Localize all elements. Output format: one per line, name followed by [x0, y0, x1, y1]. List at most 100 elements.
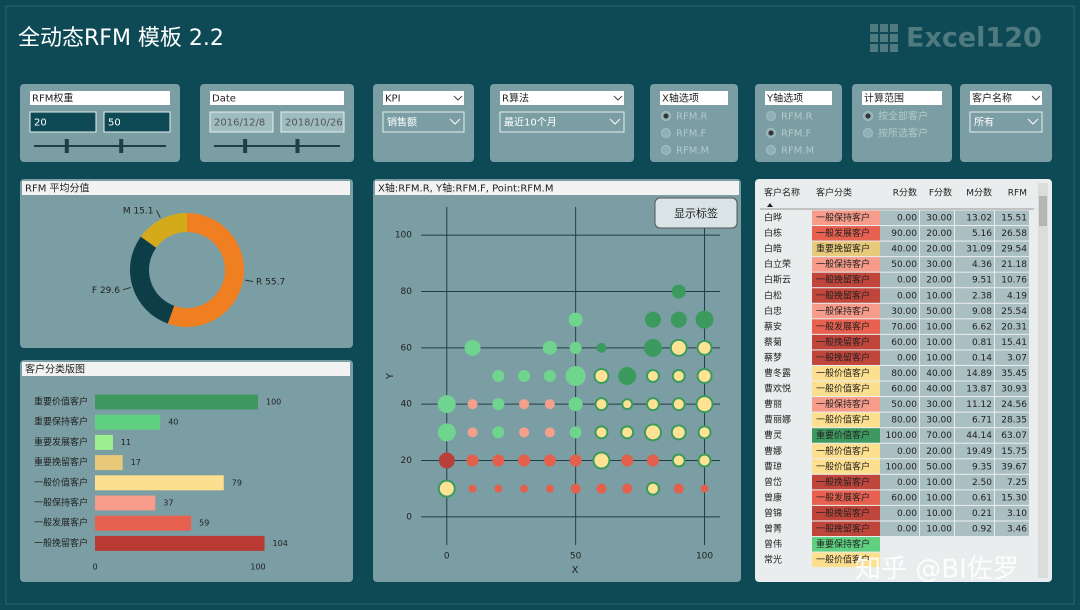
- point: [643, 423, 662, 442]
- cell: 0.00: [897, 509, 917, 519]
- point: [596, 342, 607, 353]
- point: [643, 338, 662, 357]
- cell: 一般挽留客户: [816, 476, 870, 488]
- cell: 39.67: [1001, 462, 1027, 472]
- radio-dot: [663, 113, 669, 119]
- scrollbar[interactable]: [1038, 183, 1048, 578]
- point: [542, 340, 557, 355]
- scrollbar-thumb[interactable]: [1039, 196, 1047, 226]
- range-input[interactable]: [103, 111, 171, 133]
- score-cell: [955, 412, 994, 428]
- range-input[interactable]: [29, 111, 97, 133]
- x-tick-label: 100: [250, 563, 265, 572]
- score-cell: [920, 490, 954, 505]
- score-cell: [995, 381, 1029, 397]
- score-cell: [955, 381, 994, 397]
- donut-label-category: F: [92, 285, 97, 295]
- radio[interactable]: [661, 128, 671, 138]
- frame: [5, 5, 1075, 605]
- point: [696, 368, 713, 384]
- score-cell: [920, 334, 954, 350]
- score-cell: [920, 412, 954, 428]
- radio[interactable]: [766, 111, 776, 121]
- cell: 30.00: [926, 260, 952, 270]
- cell: 10.00: [926, 291, 952, 301]
- point: [645, 369, 660, 383]
- toggle-button[interactable]: [654, 197, 738, 229]
- cell: 70.00: [926, 431, 952, 441]
- cell: 一般价值客户: [816, 554, 870, 566]
- radio[interactable]: [661, 145, 671, 155]
- panel-title-box: [22, 362, 350, 376]
- cell: 曾菁: [764, 523, 782, 535]
- cell: 重要价值客户: [816, 429, 870, 441]
- slicer-label-box: [210, 91, 344, 105]
- y-tick-label: 20: [401, 456, 413, 466]
- cell: 一般发展客户: [816, 320, 870, 332]
- score-cell: [880, 288, 919, 303]
- score-cell: [920, 397, 954, 412]
- score-cell: [995, 319, 1029, 334]
- point: [594, 425, 609, 440]
- score-cell: [920, 241, 954, 257]
- point: [492, 370, 505, 382]
- cell: 5.16: [972, 229, 992, 239]
- dropdown[interactable]: [969, 111, 1043, 133]
- cell: 0.00: [897, 214, 917, 224]
- score-cell: [995, 210, 1029, 225]
- point: [670, 311, 687, 328]
- cell: 20.00: [926, 276, 952, 286]
- cell: 26.58: [1001, 229, 1027, 239]
- bar: [95, 414, 161, 430]
- cell: 一般挽留客户: [816, 523, 870, 535]
- cell: 7.25: [1007, 478, 1027, 488]
- radio[interactable]: [766, 145, 776, 155]
- cell: 30.00: [891, 307, 917, 317]
- dropdown-value: 销售额: [387, 116, 417, 129]
- cell: 15.51: [1001, 214, 1027, 224]
- range-input[interactable]: [209, 111, 274, 133]
- dropdown[interactable]: [382, 111, 465, 133]
- score-cell: [995, 459, 1029, 474]
- radio-label: RFM.F: [676, 129, 707, 140]
- cell: 50.00: [926, 462, 952, 472]
- score-cell: [995, 397, 1029, 412]
- cell: 白立荣: [764, 258, 791, 270]
- point: [520, 484, 529, 493]
- slider-handle[interactable]: [243, 139, 248, 153]
- bar-category: 一般价值客户: [34, 476, 88, 488]
- donut-label: R 55.7: [256, 277, 285, 287]
- score-cell: [955, 272, 994, 288]
- score-cell: [955, 521, 994, 536]
- dropdown-chevron: [453, 95, 463, 101]
- score-cell: [920, 474, 954, 490]
- point: [466, 454, 479, 467]
- category-cell: [812, 288, 880, 303]
- slider-handle[interactable]: [295, 139, 300, 153]
- score-cell: [920, 303, 954, 319]
- range-input[interactable]: [280, 111, 345, 133]
- slider-handle[interactable]: [64, 139, 69, 153]
- cell: 15.30: [1001, 493, 1027, 503]
- dropdown-chevron: [1027, 118, 1039, 125]
- score-cell: [995, 350, 1029, 365]
- category-cell: [812, 334, 880, 350]
- panel-title-box: [375, 181, 739, 195]
- slider-handle[interactable]: [119, 139, 124, 153]
- dropdown[interactable]: [499, 111, 625, 133]
- slicer-label-box: [862, 91, 942, 105]
- point: [695, 310, 714, 329]
- radio[interactable]: [863, 128, 873, 138]
- cell: 70.00: [891, 322, 917, 332]
- category-cell: [812, 412, 880, 428]
- category-cell: [812, 226, 880, 241]
- point: [568, 397, 583, 412]
- point: [519, 399, 530, 410]
- point: [697, 425, 712, 440]
- slicer-label: Date: [212, 94, 236, 105]
- score-cell: [955, 350, 994, 365]
- cell: 白晔: [764, 212, 782, 224]
- dropdown-value: 所有: [974, 116, 994, 129]
- score-cell: [920, 319, 954, 334]
- point: [568, 312, 583, 327]
